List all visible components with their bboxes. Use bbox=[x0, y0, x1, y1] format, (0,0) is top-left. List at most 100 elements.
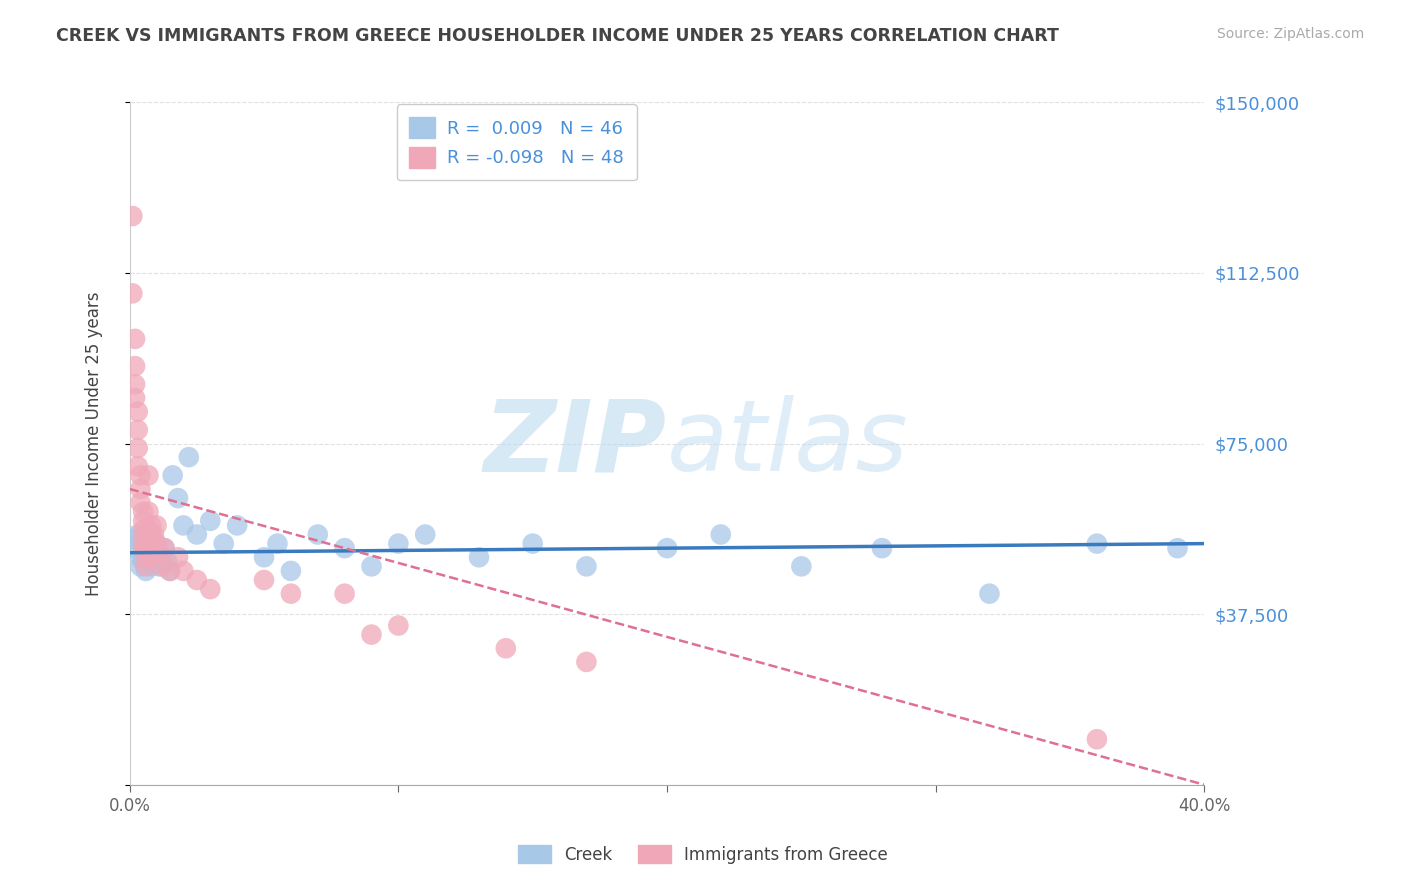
Point bbox=[129, 559, 152, 574]
Point bbox=[127, 423, 149, 437]
Point bbox=[387, 536, 409, 550]
Point bbox=[132, 505, 155, 519]
Point bbox=[135, 541, 157, 556]
Point bbox=[127, 527, 149, 541]
Point bbox=[253, 573, 276, 587]
Point bbox=[132, 523, 155, 537]
Text: atlas: atlas bbox=[666, 395, 908, 492]
Point bbox=[172, 564, 194, 578]
Point bbox=[266, 536, 288, 550]
Point bbox=[333, 541, 356, 556]
Point bbox=[121, 532, 143, 546]
Y-axis label: Householder Income Under 25 years: Householder Income Under 25 years bbox=[86, 292, 103, 596]
Point bbox=[522, 536, 544, 550]
Text: Source: ZipAtlas.com: Source: ZipAtlas.com bbox=[1216, 27, 1364, 41]
Point bbox=[129, 496, 152, 510]
Point bbox=[141, 559, 163, 574]
Point bbox=[413, 527, 436, 541]
Point bbox=[870, 541, 893, 556]
Point bbox=[145, 536, 167, 550]
Point bbox=[138, 468, 160, 483]
Point bbox=[333, 587, 356, 601]
Point bbox=[307, 527, 329, 541]
Point bbox=[145, 536, 167, 550]
Point bbox=[360, 559, 382, 574]
Point bbox=[186, 527, 208, 541]
Point bbox=[1085, 732, 1108, 747]
Point bbox=[159, 564, 181, 578]
Point bbox=[177, 450, 200, 465]
Point bbox=[132, 555, 155, 569]
Point bbox=[156, 555, 179, 569]
Point bbox=[360, 627, 382, 641]
Point bbox=[655, 541, 678, 556]
Point bbox=[790, 559, 813, 574]
Point bbox=[121, 286, 143, 301]
Point bbox=[124, 391, 146, 405]
Point bbox=[153, 541, 176, 556]
Point bbox=[387, 618, 409, 632]
Point bbox=[1166, 541, 1188, 556]
Point bbox=[150, 559, 173, 574]
Point bbox=[138, 541, 160, 556]
Point bbox=[129, 482, 152, 496]
Text: CREEK VS IMMIGRANTS FROM GREECE HOUSEHOLDER INCOME UNDER 25 YEARS CORRELATION CH: CREEK VS IMMIGRANTS FROM GREECE HOUSEHOL… bbox=[56, 27, 1059, 45]
Point bbox=[1085, 536, 1108, 550]
Point bbox=[710, 527, 733, 541]
Point bbox=[200, 582, 222, 596]
Point bbox=[280, 564, 302, 578]
Point bbox=[124, 359, 146, 374]
Point bbox=[495, 641, 517, 656]
Point bbox=[138, 541, 160, 556]
Point bbox=[142, 546, 165, 560]
Point bbox=[142, 541, 165, 556]
Point bbox=[124, 332, 146, 346]
Point bbox=[132, 514, 155, 528]
Point bbox=[135, 550, 157, 565]
Point bbox=[141, 550, 163, 565]
Point bbox=[468, 550, 491, 565]
Point bbox=[145, 518, 167, 533]
Point bbox=[280, 587, 302, 601]
Point bbox=[127, 459, 149, 474]
Legend: R =  0.009   N = 46, R = -0.098   N = 48: R = 0.009 N = 46, R = -0.098 N = 48 bbox=[396, 104, 637, 180]
Point bbox=[575, 655, 598, 669]
Point bbox=[159, 564, 181, 578]
Point bbox=[141, 527, 163, 541]
Point bbox=[148, 559, 170, 574]
Point bbox=[129, 550, 152, 565]
Point bbox=[127, 405, 149, 419]
Point bbox=[150, 550, 173, 565]
Legend: Creek, Immigrants from Greece: Creek, Immigrants from Greece bbox=[512, 838, 894, 871]
Point bbox=[148, 546, 170, 560]
Text: ZIP: ZIP bbox=[484, 395, 666, 492]
Point bbox=[172, 518, 194, 533]
Point bbox=[124, 541, 146, 556]
Point bbox=[124, 377, 146, 392]
Point bbox=[135, 559, 157, 574]
Point bbox=[167, 491, 190, 505]
Point bbox=[135, 564, 157, 578]
Point bbox=[132, 536, 155, 550]
Point bbox=[138, 523, 160, 537]
Point bbox=[253, 550, 276, 565]
Point bbox=[142, 527, 165, 541]
Point bbox=[138, 505, 160, 519]
Point bbox=[141, 518, 163, 533]
Point bbox=[200, 514, 222, 528]
Point bbox=[138, 550, 160, 565]
Point bbox=[132, 532, 155, 546]
Point bbox=[212, 536, 235, 550]
Point bbox=[979, 587, 1001, 601]
Point bbox=[186, 573, 208, 587]
Point bbox=[127, 441, 149, 455]
Point bbox=[226, 518, 249, 533]
Point bbox=[167, 550, 190, 565]
Point bbox=[153, 541, 176, 556]
Point bbox=[162, 468, 184, 483]
Point bbox=[575, 559, 598, 574]
Point bbox=[132, 541, 155, 556]
Point bbox=[135, 546, 157, 560]
Point bbox=[121, 209, 143, 223]
Point bbox=[129, 468, 152, 483]
